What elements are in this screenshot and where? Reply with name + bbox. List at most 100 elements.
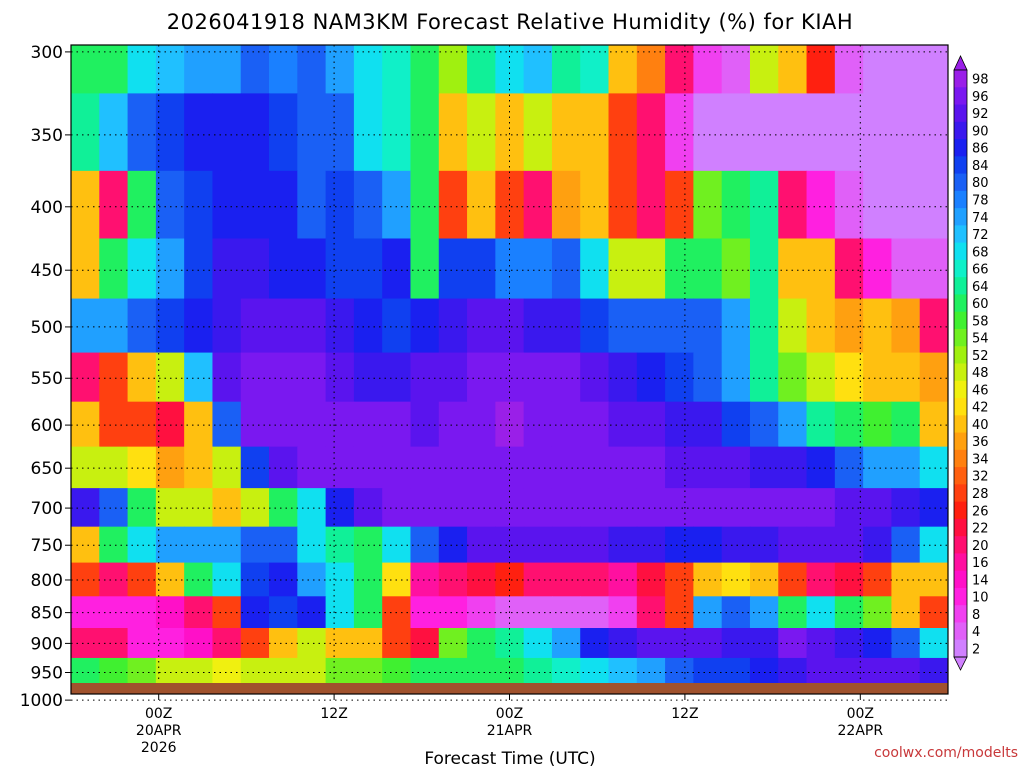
- colorbar-swatch: [954, 484, 967, 503]
- rh-cell: [438, 628, 468, 659]
- rh-cell: [523, 170, 553, 240]
- rh-cell: [353, 352, 383, 403]
- rh-cell: [71, 298, 100, 354]
- rh-cell: [353, 93, 383, 172]
- rh-cell: [693, 352, 723, 403]
- rh-cell: [71, 401, 100, 448]
- rh-cell: [580, 93, 610, 172]
- rh-cell: [297, 93, 327, 172]
- rh-cell: [155, 93, 185, 172]
- rh-cell: [863, 170, 893, 240]
- colorbar-swatch: [954, 277, 967, 295]
- rh-cell: [665, 488, 694, 528]
- rh-cell: [240, 45, 270, 94]
- rh-cell: [665, 446, 694, 489]
- colorbar-swatch: [954, 398, 967, 416]
- colorbar: 9896929086848078747268666460585452484642…: [953, 55, 989, 671]
- rh-cell: [71, 526, 100, 564]
- rh-cell: [382, 352, 412, 403]
- colorbar-swatch: [954, 432, 967, 451]
- rh-cell: [269, 596, 298, 629]
- rh-cell: [127, 45, 157, 94]
- y-tick-label: 700: [31, 499, 63, 519]
- x-tick-label: 12Z: [671, 706, 698, 722]
- y-tick-label: 850: [31, 604, 63, 624]
- colorbar-label: 48: [972, 366, 989, 381]
- rh-cell: [778, 352, 808, 403]
- rh-cell: [297, 657, 327, 683]
- rh-cell: [636, 488, 666, 528]
- x-tick-label: 00Z: [496, 706, 523, 722]
- colorbar-swatch: [954, 467, 967, 485]
- rh-cell: [693, 45, 723, 94]
- rh-cell: [919, 238, 948, 300]
- rh-cell: [693, 170, 723, 240]
- rh-cell: [749, 352, 779, 403]
- rh-cell: [325, 45, 355, 94]
- rh-cell: [891, 628, 921, 659]
- colorbar-swatch: [954, 104, 967, 123]
- rh-cell: [863, 45, 893, 94]
- rh-cell: [99, 401, 129, 448]
- y-tick-label: 1000: [20, 691, 63, 711]
- x-tick-label: 00Z: [145, 706, 172, 722]
- colorbar-label: 60: [972, 297, 989, 312]
- rh-cell: [212, 93, 242, 172]
- colorbar-label: 28: [972, 487, 989, 502]
- rh-cell: [71, 446, 100, 489]
- rh-cell: [353, 238, 383, 300]
- rh-cell: [919, 93, 948, 172]
- rh-cell: [834, 488, 864, 528]
- rh-cell: [184, 170, 214, 240]
- rh-cell: [438, 562, 468, 597]
- rh-cell: [269, 298, 298, 354]
- rh-cell: [438, 526, 468, 564]
- colorbar-label: 64: [972, 280, 989, 295]
- rh-cell: [410, 93, 440, 172]
- rh-cell: [891, 93, 921, 172]
- rh-cell: [834, 628, 864, 659]
- rh-cell: [919, 45, 948, 94]
- rh-cell: [891, 170, 921, 240]
- rh-cell: [863, 657, 893, 683]
- rh-cell: [353, 657, 383, 683]
- rh-cell: [71, 657, 100, 683]
- rh-cell: [240, 657, 270, 683]
- rh-cell: [636, 93, 666, 172]
- rh-cell: [919, 170, 948, 240]
- rh-cell: [382, 401, 412, 448]
- rh-cell: [99, 446, 129, 489]
- rh-cell: [721, 93, 751, 172]
- rh-cell: [467, 298, 496, 354]
- rh-cell: [410, 170, 440, 240]
- colorbar-label: 4: [972, 625, 980, 640]
- rh-cell: [438, 352, 468, 403]
- rh-cell: [438, 657, 468, 683]
- rh-cell: [353, 45, 383, 94]
- rh-cell: [665, 596, 694, 629]
- rh-cell: [438, 170, 468, 240]
- rh-cell: [240, 446, 270, 489]
- rh-cell: [382, 298, 412, 354]
- rh-cell: [636, 401, 666, 448]
- colorbar-label: 10: [972, 591, 989, 606]
- rh-cell: [127, 238, 157, 300]
- rh-cell: [269, 526, 298, 564]
- credit-text: coolwx.com/modelts: [874, 745, 1018, 761]
- rh-cell: [778, 45, 808, 94]
- rh-cell: [580, 238, 610, 300]
- rh-cell: [863, 401, 893, 448]
- rh-cell: [834, 401, 864, 448]
- rh-cell: [834, 352, 864, 403]
- rh-cell: [749, 93, 779, 172]
- rh-cell: [155, 170, 185, 240]
- rh-cell: [608, 352, 638, 403]
- rh-cell: [382, 238, 412, 300]
- rh-cell: [382, 657, 412, 683]
- rh-cell: [240, 628, 270, 659]
- rh-cell: [919, 401, 948, 448]
- colorbar-swatch: [954, 570, 967, 589]
- y-tick-label: 350: [31, 126, 63, 146]
- rh-cell: [806, 401, 836, 448]
